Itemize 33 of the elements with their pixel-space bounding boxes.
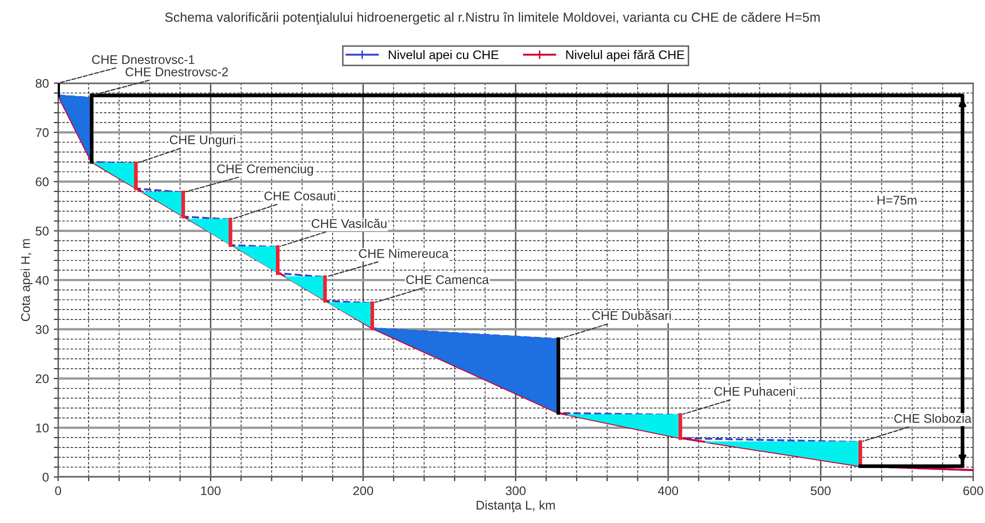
annotation: CHE Puhaceni <box>714 386 795 396</box>
y-axis-title: Cota apei H, m <box>20 239 32 322</box>
annotation: CHE Camenca <box>406 275 489 284</box>
legend-label: Nivelul apei fără CHE <box>566 50 684 62</box>
y-tick-label: 40 <box>35 276 49 285</box>
y-tick-label: 80 <box>36 78 49 88</box>
chart-title: Schema valorificării potenţialului hidroenergetic al r.Nistru în limitele Moldovei, varianta cu CHE de cădere H=5m <box>165 12 820 25</box>
annotation: CHE Slobozia <box>894 414 972 423</box>
annotation: CHE Cremenciug <box>217 164 313 176</box>
annotation: CHE Unguri <box>170 135 236 147</box>
annotation: H=75m <box>878 196 916 205</box>
annotation: CHE Dnestrovsc-1 <box>92 55 194 64</box>
y-tick-label: 30 <box>36 325 49 334</box>
y-tick-label: 50 <box>36 226 49 236</box>
x-tick-label: 600 <box>963 486 984 496</box>
y-tick-label: 60 <box>36 177 49 186</box>
x-axis-title: Distanţa L, km <box>476 500 555 512</box>
y-tick-label: 70 <box>36 128 49 138</box>
annotation: CHE Vasilcău <box>312 218 386 228</box>
x-tick-label: 500 <box>810 486 831 496</box>
legend-label: Nivelul apei cu CHE <box>388 50 498 62</box>
annotation: CHE Cosauti <box>264 191 336 200</box>
x-tick-label: 300 <box>506 486 526 496</box>
x-tick-label: 200 <box>353 486 374 496</box>
annotation: CHE Nimereuca <box>358 248 449 258</box>
x-tick-label: 0 <box>55 486 62 496</box>
y-tick-label: 0 <box>42 472 49 482</box>
x-tick-label: 400 <box>658 486 678 496</box>
annotation: CHE Dubăsari <box>592 310 671 320</box>
y-tick-label: 10 <box>36 424 49 432</box>
x-tick-label: 100 <box>201 486 221 496</box>
y-tick-label: 20 <box>36 374 49 384</box>
annotation: CHE Dnestrovsc-2 <box>126 67 228 76</box>
